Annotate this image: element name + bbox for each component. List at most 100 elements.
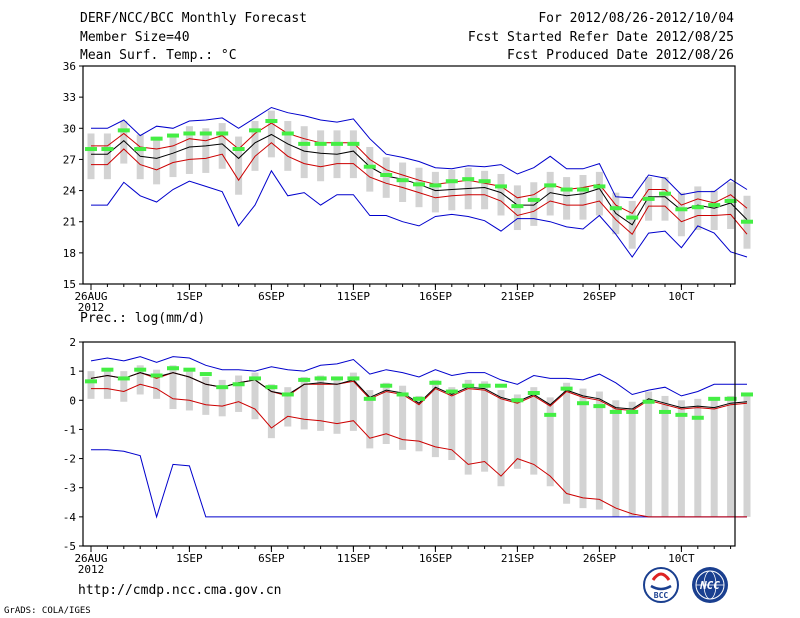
temp-observed-marker [101, 147, 114, 152]
prec-ensemble-box [136, 365, 144, 395]
prec-xtick-label: 6SEP [258, 552, 285, 565]
prec-xtick-label: 26AUG [74, 552, 107, 565]
temp-observed-marker [675, 207, 688, 212]
temp-xtick-label: 26SEP [583, 290, 616, 303]
prec-ensemble-box [464, 379, 472, 475]
temp-ensemble-box [710, 190, 718, 231]
temp-observed-marker [298, 141, 311, 146]
temp-observed-marker [249, 128, 261, 133]
prec-observed-marker [183, 367, 196, 372]
prec-observed-marker [577, 401, 589, 406]
prec-xtick-label: 11SEP [337, 552, 370, 565]
temp-ytick-label: 18 [63, 247, 76, 260]
temp-observed-marker [199, 131, 212, 136]
prec-ensemble-box [563, 382, 571, 504]
temp-observed-marker [511, 204, 524, 209]
grads-credit: GrADS: COLA/IGES [4, 606, 91, 616]
prec-observed-marker [691, 415, 704, 420]
prec-observed-marker [429, 380, 442, 385]
prec-observed-marker [478, 383, 491, 388]
prec-observed-marker [413, 396, 425, 401]
prec-observed-marker [101, 367, 114, 372]
temp-observed-marker [691, 205, 704, 210]
prec-observed-marker [117, 376, 130, 381]
prec-ensemble-box [677, 400, 685, 517]
prec-ensemble-box [645, 391, 653, 517]
temp-observed-marker [462, 177, 475, 182]
temp-observed-marker [429, 183, 442, 188]
prec-ensemble-box [382, 382, 390, 444]
temp-observed-marker [609, 206, 622, 211]
prec-observed-marker [249, 376, 261, 381]
prec-mean-line [90, 372, 748, 410]
prec-ensemble-box [349, 372, 357, 431]
temp-ensemble-box [300, 126, 308, 179]
temp-ensemble-box [481, 170, 489, 210]
prec-observed-marker [544, 412, 557, 417]
temp-observed-marker [478, 179, 491, 184]
temp-xtick-label: 11SEP [337, 290, 370, 303]
prec-observed-marker [134, 367, 147, 372]
prec-ytick-label: 2 [69, 336, 76, 349]
prec-ensemble-box [743, 394, 751, 517]
prec-ensemble-box [366, 390, 374, 449]
temp-observed-marker [134, 147, 147, 152]
prec-observed-marker [216, 385, 229, 390]
prec-ensemble-box [169, 365, 177, 410]
prec-observed-marker [380, 383, 393, 388]
temp-ytick-label: 21 [63, 216, 76, 229]
prec-ensemble-box [153, 369, 161, 399]
prec-observed-marker [642, 399, 655, 404]
prec-observed-marker [445, 389, 458, 394]
prec-ytick-label: 1 [69, 365, 76, 378]
temp-xtick-label: 16SEP [419, 290, 452, 303]
prec-ensemble-box [661, 395, 669, 517]
temp-observed-marker [593, 184, 606, 189]
prec-observed-marker [741, 392, 753, 397]
temp-xtick-label: 26AUG [74, 290, 107, 303]
prec-observed-marker [495, 383, 507, 388]
temp-observed-marker [85, 147, 97, 152]
temp-ensemble-box [382, 157, 390, 198]
temp-upper-line [91, 122, 748, 215]
member-size: Member Size=40 [80, 30, 190, 45]
temp-ensemble-box [136, 134, 144, 180]
temp-observed-marker [708, 203, 721, 208]
temp-ensemble-box [218, 123, 226, 169]
prec-ensemble-box [481, 381, 489, 472]
prec-xtick-label: 1SEP [176, 552, 203, 565]
prec-ytick-label: -5 [63, 540, 76, 553]
temp-ensemble-box [431, 171, 439, 213]
temp-xtick-year: 2012 [78, 301, 105, 314]
temp-observed-marker [331, 141, 343, 146]
prec-ensemble-box [218, 379, 226, 417]
temp-ytick-label: 27 [63, 153, 76, 166]
temp-observed-marker [544, 183, 557, 188]
temp-ensemble-box [235, 136, 243, 195]
prec-ensemble-box [185, 369, 193, 411]
prec-ytick-label: -1 [63, 423, 76, 436]
prec-ytick-label: -3 [63, 482, 76, 495]
temp-observed-marker [150, 136, 163, 141]
temp-ensemble-box [103, 133, 111, 180]
temp-observed-marker [495, 184, 507, 189]
temp-xtick-label: 21SEP [501, 290, 534, 303]
prec-frame [82, 341, 736, 547]
prec-ensemble-box [612, 400, 620, 517]
temp-ensemble-box [284, 121, 292, 171]
prec-ensemble-box [595, 391, 603, 510]
temp-ensemble-box [349, 130, 357, 179]
prec-observed-marker [527, 391, 540, 395]
temp-observed-marker [560, 187, 573, 192]
temp-ensemble-box [595, 171, 603, 216]
temp-ensemble-box [366, 146, 374, 192]
chart-title: DERF/NCC/BCC Monthly Forecast [80, 11, 307, 26]
temp-observed-marker [347, 141, 360, 146]
temp-observed-marker [183, 131, 196, 136]
temp-observed-marker [363, 164, 376, 169]
prec-ensemble-box [513, 394, 521, 469]
temp-ensemble-box [563, 177, 571, 220]
prec-observed-marker [314, 376, 327, 381]
temp-lower-line [91, 142, 748, 235]
